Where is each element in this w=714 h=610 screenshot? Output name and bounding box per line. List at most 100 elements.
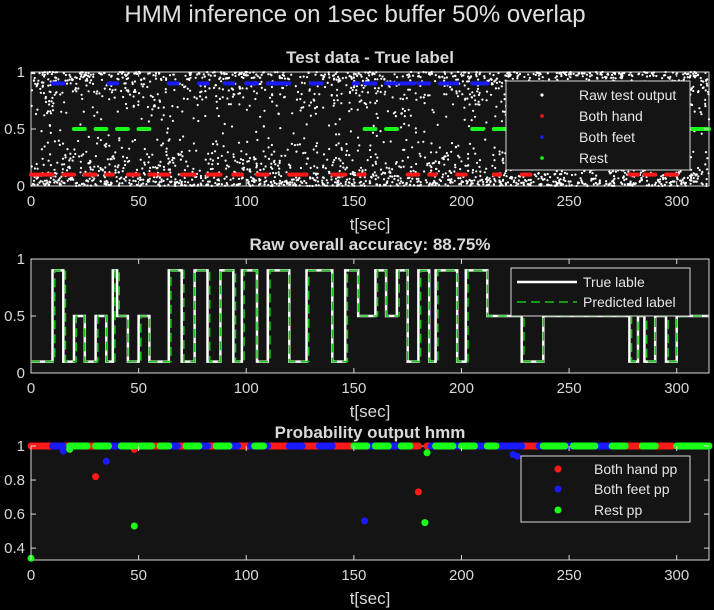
raw-output-point [240, 75, 243, 79]
raw-output-point [603, 184, 606, 187]
raw-output-point [682, 73, 685, 76]
raw-output-point [473, 94, 476, 97]
raw-output-point [93, 90, 96, 93]
raw-output-point [491, 83, 494, 86]
raw-output-point [201, 76, 204, 79]
raw-output-point [176, 106, 179, 109]
raw-output-point [384, 171, 387, 175]
raw-output-point [316, 166, 319, 169]
raw-output-point [407, 124, 410, 127]
raw-output-point [417, 141, 420, 144]
raw-output-point [638, 180, 641, 183]
raw-output-point [366, 91, 370, 94]
raw-output-point [140, 78, 143, 81]
raw-output-point [607, 183, 610, 186]
raw-output-point [322, 166, 325, 169]
legend: Both hand pp Both feet pp Rest pp [520, 455, 691, 523]
raw-output-point [171, 156, 174, 159]
raw-output-point [323, 73, 327, 76]
raw-output-point [229, 103, 232, 106]
legend-label-rest: Rest [579, 150, 608, 166]
raw-output-point [207, 180, 210, 183]
raw-output-point [75, 184, 78, 187]
raw-output-point [445, 76, 448, 79]
raw-output-point [361, 169, 364, 172]
raw-output-point [273, 176, 276, 179]
raw-output-point [267, 73, 270, 76]
raw-output-point [661, 77, 664, 80]
raw-output-point [445, 115, 448, 118]
raw-output-point [408, 176, 411, 179]
raw-output-point [381, 75, 384, 78]
raw-output-point [468, 93, 472, 96]
raw-output-point [419, 96, 422, 99]
raw-output-point [705, 178, 708, 181]
raw-output-point [75, 82, 78, 85]
raw-output-point [208, 78, 211, 81]
raw-output-point [162, 165, 165, 168]
raw-output-point [47, 84, 50, 87]
raw-output-point [70, 178, 74, 181]
raw-output-point [328, 147, 331, 151]
x-tick-label: 300 [664, 567, 689, 584]
raw-output-point [509, 183, 512, 187]
raw-output-point [474, 99, 477, 102]
raw-output-point [278, 159, 281, 162]
raw-output-point [358, 181, 361, 184]
raw-output-point [595, 71, 598, 74]
raw-output-point [283, 96, 286, 99]
raw-output-point [278, 179, 282, 182]
raw-output-point [223, 177, 226, 180]
raw-output-point [247, 160, 250, 163]
raw-output-point [271, 167, 274, 170]
raw-output-point [501, 110, 504, 113]
raw-output-point [443, 71, 446, 74]
raw-output-point [389, 140, 392, 143]
raw-output-point [373, 171, 376, 174]
raw-output-point [153, 98, 156, 101]
raw-output-point [75, 181, 79, 184]
raw-output-point [267, 183, 270, 187]
raw-output-point [465, 179, 468, 182]
raw-output-point [49, 153, 52, 156]
raw-output-point [403, 109, 406, 113]
raw-output-point [351, 159, 354, 162]
raw-output-point [239, 158, 243, 161]
raw-output-point [167, 162, 170, 165]
raw-output-point [338, 133, 341, 136]
raw-output-point [108, 163, 111, 166]
raw-output-point [361, 79, 365, 82]
raw-output-point [458, 90, 461, 93]
feet-pp-point [298, 442, 306, 450]
raw-output-point [364, 71, 367, 74]
raw-output-point [299, 109, 302, 112]
raw-output-point [60, 180, 63, 183]
raw-output-point [425, 181, 428, 184]
raw-output-point [359, 166, 363, 169]
true-label-point [636, 172, 640, 177]
raw-output-point [327, 71, 330, 74]
raw-output-point [259, 168, 262, 172]
raw-output-point [108, 88, 111, 91]
raw-output-point [488, 177, 491, 180]
raw-output-point [621, 182, 624, 185]
raw-output-point [52, 102, 55, 105]
raw-output-point [654, 183, 657, 186]
raw-output-point [217, 114, 220, 118]
feet-pp-point [204, 442, 211, 450]
raw-output-point [596, 76, 599, 79]
raw-output-point [422, 96, 425, 99]
raw-output-point [123, 73, 127, 76]
feet-pp-point [173, 442, 181, 450]
raw-output-point [99, 139, 102, 142]
legend-marker-hand-pp [554, 465, 562, 473]
raw-output-point [291, 112, 294, 115]
raw-output-point [501, 159, 504, 162]
raw-output-point [335, 133, 338, 136]
raw-output-point [242, 76, 245, 80]
raw-output-point [328, 76, 331, 79]
raw-output-point [466, 75, 470, 78]
raw-output-point [359, 176, 362, 179]
raw-output-point [75, 76, 78, 79]
raw-output-point [231, 95, 234, 98]
